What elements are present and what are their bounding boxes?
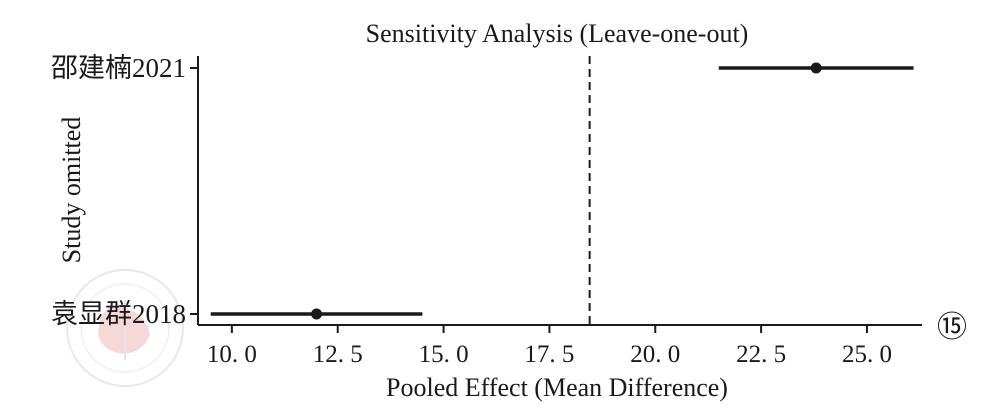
study-label: 袁显群2018	[51, 299, 186, 329]
y-ticks: 邵建楠2021 袁显群2018	[51, 53, 198, 329]
y-axis-title: Study omitted	[57, 117, 86, 264]
x-tick-label: 25. 0	[842, 341, 892, 368]
study-label: 邵建楠2021	[51, 53, 186, 83]
point-estimate	[311, 308, 323, 320]
x-tick-label: 15. 0	[419, 341, 469, 368]
x-tick-label: 10. 0	[207, 341, 257, 368]
data-marks	[210, 56, 914, 325]
watermark-seal	[66, 269, 184, 387]
x-tick-label: 20. 0	[630, 341, 680, 368]
x-ticks: 10. 0 12. 5 15. 0 17. 5 20. 0 22. 5 25. 0	[207, 325, 892, 368]
chart-title: Sensitivity Analysis (Leave-one-out)	[366, 19, 749, 48]
x-tick-label: 17. 5	[524, 341, 574, 368]
x-axis-title: Pooled Effect (Mean Difference)	[386, 373, 728, 402]
x-tick-label: 12. 5	[313, 341, 363, 368]
x-tick-label: 22. 5	[736, 341, 786, 368]
panel-number-label: ⑮	[937, 311, 967, 344]
point-estimate	[810, 62, 822, 74]
